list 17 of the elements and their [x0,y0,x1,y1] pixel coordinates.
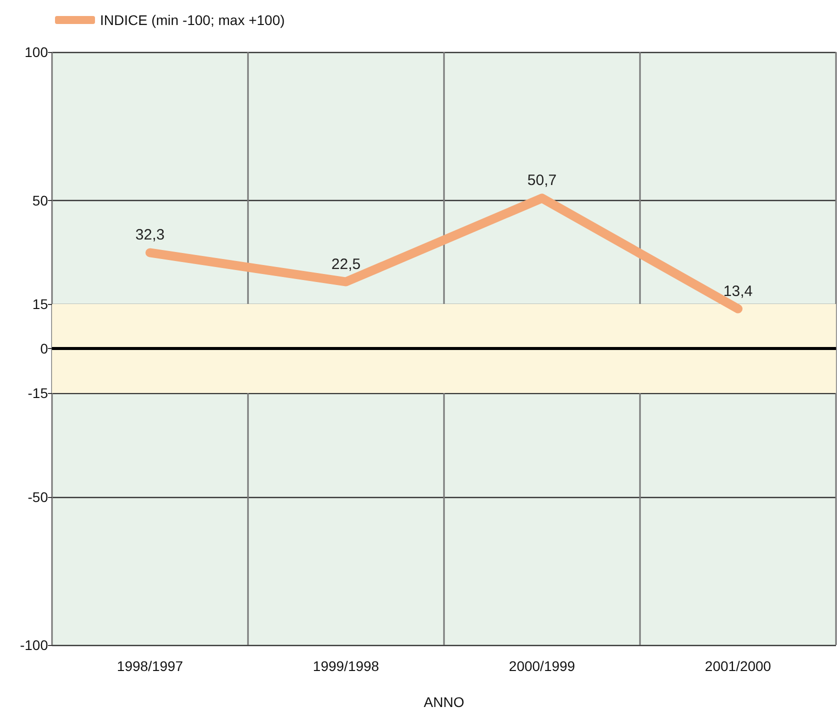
data-label: 32,3 [135,226,165,244]
x-tick-label: 1998/1997 [116,658,184,674]
data-label: 50,7 [527,172,557,190]
x-tick-label: 2000/1999 [508,658,576,674]
x-axis-title: ANNO [424,694,464,710]
x-tick-label: 2001/2000 [704,658,772,674]
legend-label: INDICE (min -100; max +100) [100,12,285,28]
y-tick-label: 100 [24,44,48,60]
x-tick-label: 1999/1998 [312,658,380,674]
y-tick-label: -50 [28,488,48,505]
y-tick-label: 0 [40,340,48,356]
data-label: 22,5 [331,256,361,273]
y-tick-label: 15 [32,296,48,312]
y-tick-label: 50 [32,192,48,208]
y-tick-label: -100 [20,637,48,653]
y-tick-label: -15 [28,384,48,401]
data-label: 13,4 [723,282,753,300]
